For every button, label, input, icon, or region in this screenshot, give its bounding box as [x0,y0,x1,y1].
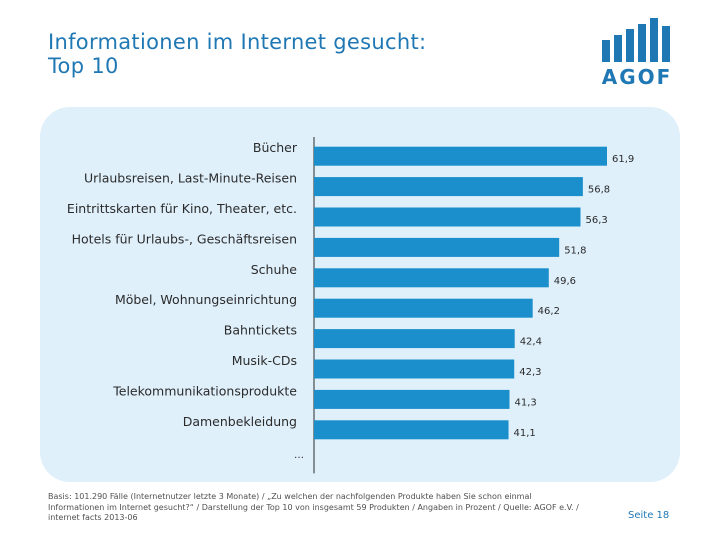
value-label: 42,4 [520,337,542,348]
value-label: 51,8 [564,245,586,256]
value-label: 46,2 [538,306,560,317]
chart-panel [40,107,680,482]
bar-8 [314,359,515,379]
agof-logo-text: AGOF [602,65,673,88]
bar-9 [314,389,510,409]
value-label: 61,9 [612,154,634,165]
value-label: 49,6 [554,276,576,287]
value-label: 42,3 [519,367,541,378]
ellipsis-label: … [294,450,304,461]
value-label: 56,3 [585,215,607,226]
category-label: Bahntickets [224,323,297,338]
bar-7 [314,329,515,349]
category-label: Urlaubsreisen, Last-Minute-Reisen [84,171,297,186]
footnote: Basis: 101.290 Fälle (Internetnutzer let… [48,492,579,522]
category-label: Musik-CDs [232,353,297,368]
category-label: Telekommunikationsprodukte [112,383,297,398]
agof-bars-icon [602,18,670,62]
title-line-2: Top 10 [48,54,119,78]
bar-1 [314,146,607,166]
bar-5 [314,268,549,288]
agof-logo: AGOF [602,18,673,88]
bar-6 [314,298,533,318]
title-line-1: Informationen im Internet gesucht: [48,30,427,54]
category-label: Möbel, Wohnungseinrichtung [115,292,297,307]
category-label: Damenbekleidung [183,414,297,429]
page-number: Seite 18 [628,510,670,521]
bar-10 [314,420,509,440]
category-label: Hotels für Urlaubs-, Geschäftsreisen [72,231,297,246]
bar-4 [314,237,560,257]
category-label: Bücher [253,140,298,155]
page-title: Informationen im Internet gesucht: Top 1… [48,30,426,78]
value-label: 56,8 [588,185,610,196]
category-label: Schuhe [251,262,298,277]
bar-2 [314,177,583,197]
value-label: 41,1 [514,428,536,439]
bar-3 [314,207,581,227]
category-label: Eintrittskarten für Kino, Theater, etc. [67,201,297,216]
value-label: 41,3 [514,397,536,408]
